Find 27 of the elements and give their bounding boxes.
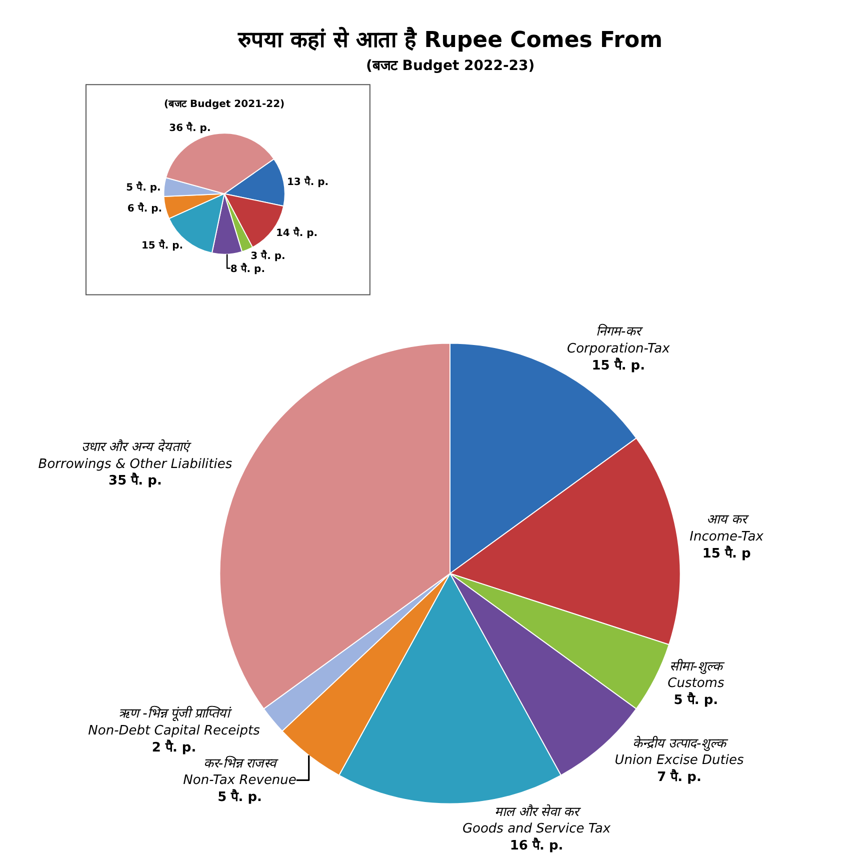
data-label: 15 पै. p. bbox=[592, 357, 646, 374]
data-label: 36 पै. p. bbox=[169, 121, 211, 134]
data-label: 5 पै. p. bbox=[674, 692, 718, 708]
data-label: 15 पै. p bbox=[702, 545, 751, 562]
data-label: 35 पै. p. bbox=[108, 472, 162, 489]
slice-label: सीमा-शुल्क Customs bbox=[668, 658, 726, 692]
data-label: 2 पै. p. bbox=[152, 739, 196, 756]
data-label: 14 पै. p. bbox=[276, 226, 318, 240]
slice-label: केन्द्रीय उत्पाद-शुल्क Union Excise Duties bbox=[614, 735, 744, 768]
data-label: 13 पै. p. bbox=[286, 174, 329, 188]
data-label: 5 पै. p. bbox=[126, 180, 161, 194]
slice-label: माल और सेवा कर Goods and Service Tax bbox=[462, 804, 611, 837]
slice-label: आय कर Income-Tax bbox=[690, 512, 764, 544]
slice-label: कर-भिन्न राजस्व Non-Tax Revenue bbox=[183, 755, 296, 788]
data-label: 16 पै. p. bbox=[510, 838, 564, 854]
data-label: 3 पै. p. bbox=[250, 248, 286, 262]
chart-title: रुपया कहां से आता है Rupee Comes From bbox=[237, 26, 663, 53]
data-label: 8 पै. p. bbox=[230, 262, 266, 275]
slice-label: निगम-कर Corporation-Tax bbox=[566, 324, 670, 357]
slice-label: उधार और अन्य देयताएं Borrowings & Other Liabilities bbox=[38, 438, 232, 472]
data-label: 15 पै. p. bbox=[141, 238, 184, 252]
data-label: 5 पै. p. bbox=[218, 789, 262, 806]
data-label: 6 पै. p. bbox=[127, 202, 162, 215]
chart-title: (बजट Budget 2021-22) bbox=[164, 99, 285, 110]
chart-subtitle: (बजट Budget 2022-23) bbox=[366, 58, 535, 74]
slice-label: ऋण -भिन्न पूंजी प्राप्तियां Non-Debt Capital Receipts bbox=[88, 705, 260, 738]
data-label: 7 पै. p. bbox=[657, 769, 702, 786]
